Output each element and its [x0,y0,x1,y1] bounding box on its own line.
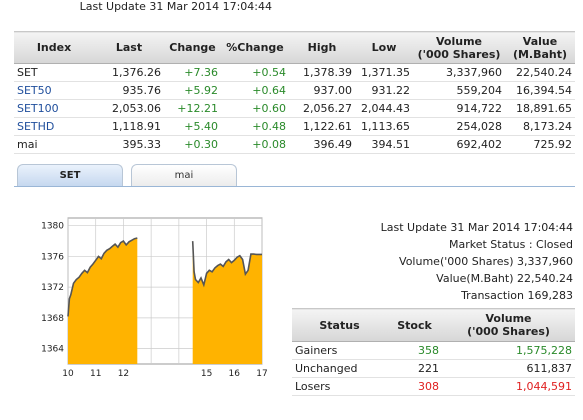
index-pct-change: +0.48 [221,117,289,136]
index-volume: 559,204 [413,81,505,100]
intraday-chart: 1364 1368 1372 1376 1380 10 11 12 15 16 17 [20,210,270,385]
index-value: 16,394.54 [505,81,575,100]
chart-tabs: SET mai [14,164,575,187]
index-value: 18,891.65 [505,99,575,118]
col-high[interactable]: High [289,31,355,64]
last-update-header: Last Update 31 Mar 2014 17:04:44 [79,0,272,13]
index-last: 935.76 [94,81,164,100]
table-row: SET50 935.76 +5.92 +0.64 937.00 931.22 5… [14,81,575,100]
col-status-volume: Volume ('000 Shares) [442,308,575,342]
index-low: 1,371.35 [355,63,413,82]
market-last-update: Last Update 31 Mar 2014 17:04:44 [380,221,573,234]
index-volume: 254,028 [413,117,505,136]
col-change[interactable]: Change [164,31,221,64]
index-volume: 914,722 [413,99,505,118]
table-row: SETHD 1,118.91 +5.40 +0.48 1,122.61 1,11… [14,117,575,136]
market-value: Value(M.Baht) 22,540.24 [436,272,573,285]
line-series-2 [191,241,262,288]
status-label: Gainers [292,341,387,360]
status-stock: 308 [387,377,442,396]
col-stock: Stock [387,308,442,342]
index-high: 1,378.39 [289,63,355,82]
status-table-header: Status Stock Volume ('000 Shares) [292,308,575,342]
index-volume: 3,337,960 [413,63,505,82]
index-table-header: Index Last Change %Change High Low Volum… [14,31,575,64]
index-low: 2,044.43 [355,99,413,118]
index-high: 1,122.61 [289,117,355,136]
index-value: 8,173.24 [505,117,575,136]
status-stock: 358 [387,341,442,360]
status-volume: 1,575,228 [442,341,575,360]
x-tick-label: 15 [201,369,212,379]
index-value: 725.92 [505,135,575,154]
index-change: +5.40 [164,117,221,136]
index-low: 931.22 [355,81,413,100]
index-last: 1,118.91 [94,117,164,136]
x-tick-label: 16 [229,369,241,379]
x-tick-label: 17 [256,369,267,379]
index-name-link[interactable]: SETHD [14,117,94,136]
index-volume: 692,402 [413,135,505,154]
status-label: Unchanged [292,359,387,378]
index-high: 2,056.27 [289,99,355,118]
area-series-1 [68,238,138,364]
table-row: SET100 2,053.06 +12.21 +0.60 2,056.27 2,… [14,99,575,118]
index-low: 394.51 [355,135,413,154]
index-last: 1,376.26 [94,63,164,82]
index-value: 22,540.24 [505,63,575,82]
col-volume[interactable]: Volume ('000 Shares) [413,31,505,64]
index-pct-change: +0.08 [221,135,289,154]
index-pct-change: +0.60 [221,99,289,118]
index-table: Index Last Change %Change High Low Volum… [14,31,575,154]
col-last[interactable]: Last [94,31,164,64]
table-row: SET 1,376.26 +7.36 +0.54 1,378.39 1,371.… [14,63,575,82]
x-tick-label: 11 [90,369,101,379]
index-name-link[interactable]: SET50 [14,81,94,100]
y-tick-label: 1372 [41,283,64,293]
index-name: mai [14,135,94,154]
col-pct-change[interactable]: %Change [221,31,289,64]
table-row: Gainers 358 1,575,228 [292,341,575,360]
status-volume: 611,837 [442,359,575,378]
table-row: Losers 308 1,044,591 [292,377,575,396]
col-status: Status [292,308,387,342]
status-label: Losers [292,377,387,396]
index-change: +7.36 [164,63,221,82]
col-low[interactable]: Low [355,31,413,64]
line-series-1 [67,237,138,317]
market-transaction: Transaction 169,283 [461,289,573,302]
table-row: Unchanged 221 611,837 [292,359,575,378]
index-pct-change: +0.54 [221,63,289,82]
y-tick-label: 1364 [41,345,64,355]
index-last: 395.33 [94,135,164,154]
status-volume: 1,044,591 [442,377,575,396]
market-volume: Volume('000 Shares) 3,337,960 [399,255,573,268]
index-high: 396.49 [289,135,355,154]
index-name-link[interactable]: SET100 [14,99,94,118]
x-tick-label: 10 [62,369,74,379]
table-row: mai 395.33 +0.30 +0.08 396.49 394.51 692… [14,135,575,154]
index-name: SET [14,63,94,82]
market-status: Market Status : Closed [448,238,573,251]
index-pct-change: +0.64 [221,81,289,100]
x-tick-label: 12 [118,369,129,379]
y-tick-label: 1368 [41,314,64,324]
y-tick-label: 1380 [41,222,64,232]
index-change: +5.92 [164,81,221,100]
intraday-chart-svg: 1364 1368 1372 1376 1380 10 11 12 15 16 17 [41,217,268,379]
status-table: Status Stock Volume ('000 Shares) Gainer… [292,308,575,396]
tab-set[interactable]: SET [17,164,123,186]
status-stock: 221 [387,359,442,378]
index-change: +12.21 [164,99,221,118]
index-low: 1,113.65 [355,117,413,136]
index-high: 937.00 [289,81,355,100]
index-last: 2,053.06 [94,99,164,118]
col-index[interactable]: Index [14,31,94,64]
col-value[interactable]: Value (M.Baht) [505,31,575,64]
index-change: +0.30 [164,135,221,154]
tab-mai[interactable]: mai [131,164,237,186]
y-tick-label: 1376 [41,252,64,262]
